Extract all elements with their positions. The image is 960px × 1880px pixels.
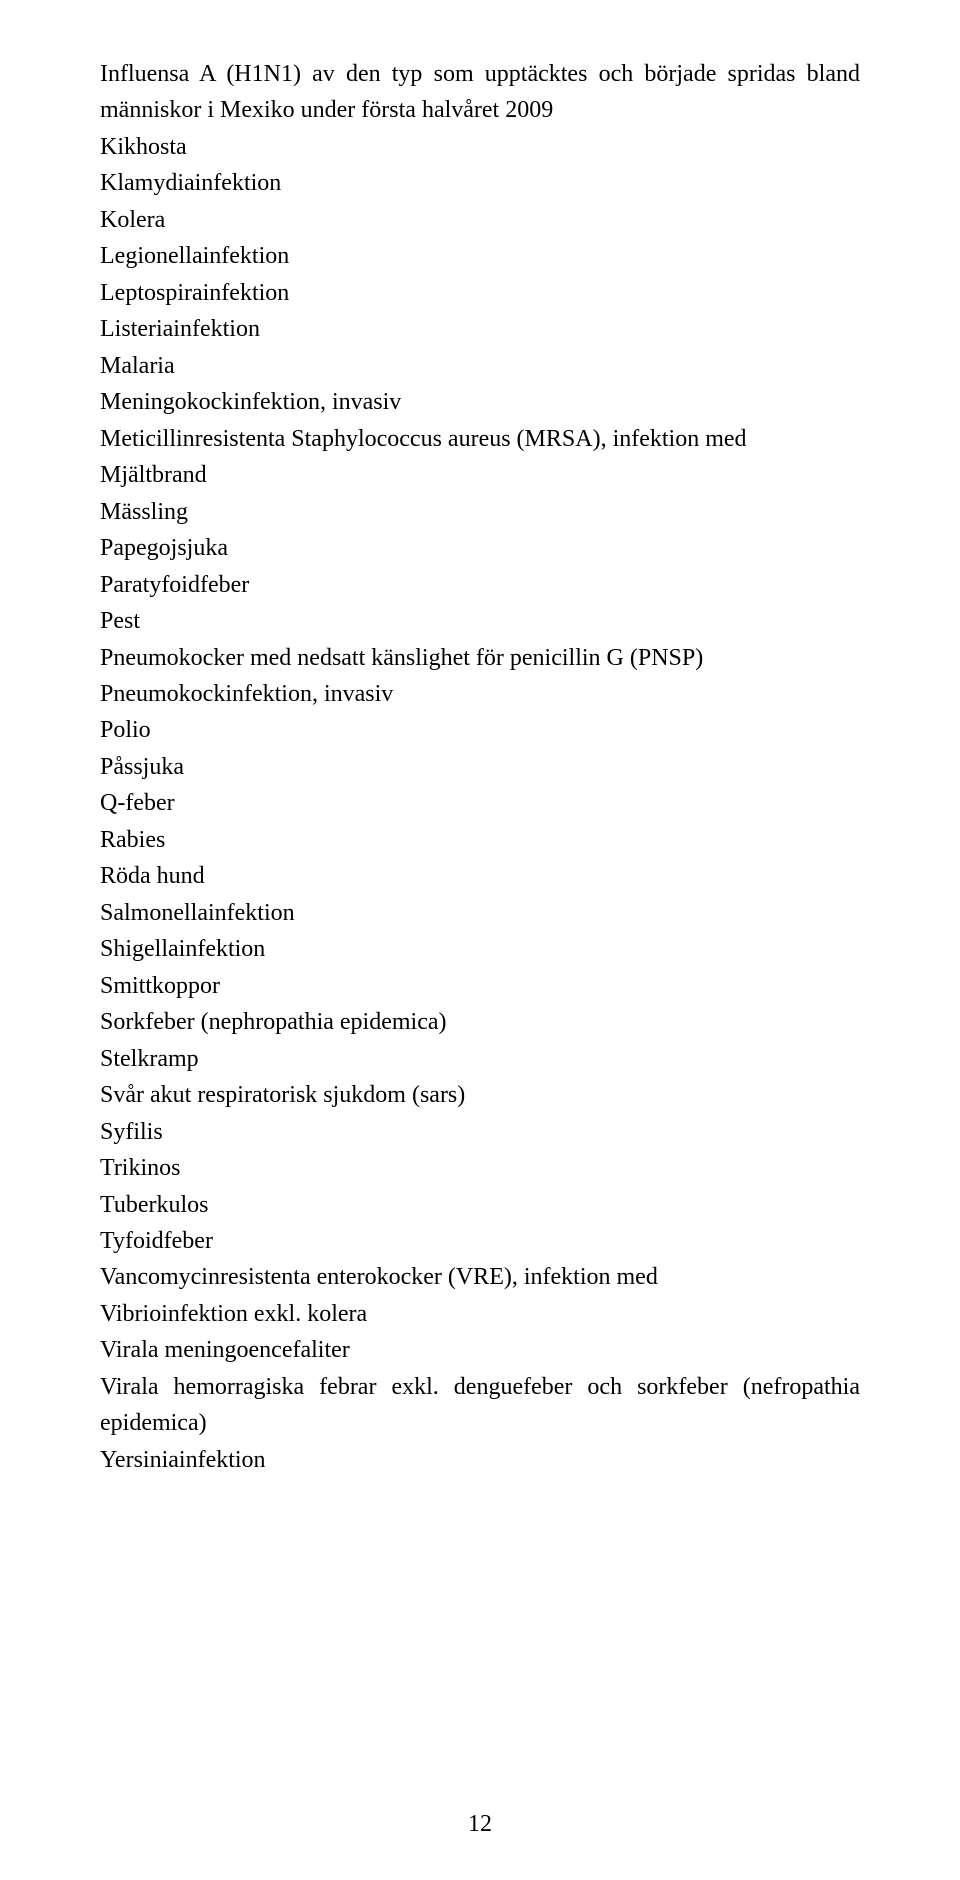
- body-line: Pneumokocker med nedsatt känslighet för …: [100, 640, 860, 676]
- page-body-text: Influensa A (H1N1) av den typ som upptäc…: [100, 56, 860, 1840]
- body-line: Influensa A (H1N1) av den typ som upptäc…: [100, 56, 860, 129]
- document-page: Influensa A (H1N1) av den typ som upptäc…: [0, 0, 960, 1880]
- body-line: Kikhosta: [100, 129, 860, 165]
- body-line: Klamydiainfektion: [100, 165, 860, 201]
- body-line: Rabies: [100, 822, 860, 858]
- body-line: Q-feber: [100, 785, 860, 821]
- body-line: Vancomycinresistenta enterokocker (VRE),…: [100, 1259, 860, 1295]
- body-line: Virala hemorragiska febrar exkl. denguef…: [100, 1369, 860, 1442]
- body-line: Salmonellainfektion: [100, 895, 860, 931]
- body-line: Listeriainfektion: [100, 311, 860, 347]
- body-line: Mjältbrand: [100, 457, 860, 493]
- body-line: Tyfoidfeber: [100, 1223, 860, 1259]
- body-line: Meningokockinfektion, invasiv: [100, 384, 860, 420]
- body-line: Legionellainfektion: [100, 238, 860, 274]
- body-line: Yersiniainfektion: [100, 1442, 860, 1478]
- body-line: Påssjuka: [100, 749, 860, 785]
- body-line: Papegojsjuka: [100, 530, 860, 566]
- body-line: Leptospirainfektion: [100, 275, 860, 311]
- body-line: Polio: [100, 712, 860, 748]
- body-line: Kolera: [100, 202, 860, 238]
- body-line: Virala meningoencefaliter: [100, 1332, 860, 1368]
- body-line: Smittkoppor: [100, 968, 860, 1004]
- page-number: 12: [0, 1811, 960, 1838]
- body-line: Tuberkulos: [100, 1187, 860, 1223]
- body-line: Sorkfeber (nephropathia epidemica): [100, 1004, 860, 1040]
- body-line: Svår akut respiratorisk sjukdom (sars): [100, 1077, 860, 1113]
- body-line: Mässling: [100, 494, 860, 530]
- body-line: Trikinos: [100, 1150, 860, 1186]
- body-line: Malaria: [100, 348, 860, 384]
- body-line: Shigellainfektion: [100, 931, 860, 967]
- body-line: Paratyfoidfeber: [100, 567, 860, 603]
- body-line: Pest: [100, 603, 860, 639]
- body-line: Röda hund: [100, 858, 860, 894]
- body-line: Stelkramp: [100, 1041, 860, 1077]
- body-line: Meticillinresistenta Staphylococcus aure…: [100, 421, 860, 457]
- body-line: Syfilis: [100, 1114, 860, 1150]
- body-line: Vibrioinfektion exkl. kolera: [100, 1296, 860, 1332]
- body-line: Pneumokockinfektion, invasiv: [100, 676, 860, 712]
